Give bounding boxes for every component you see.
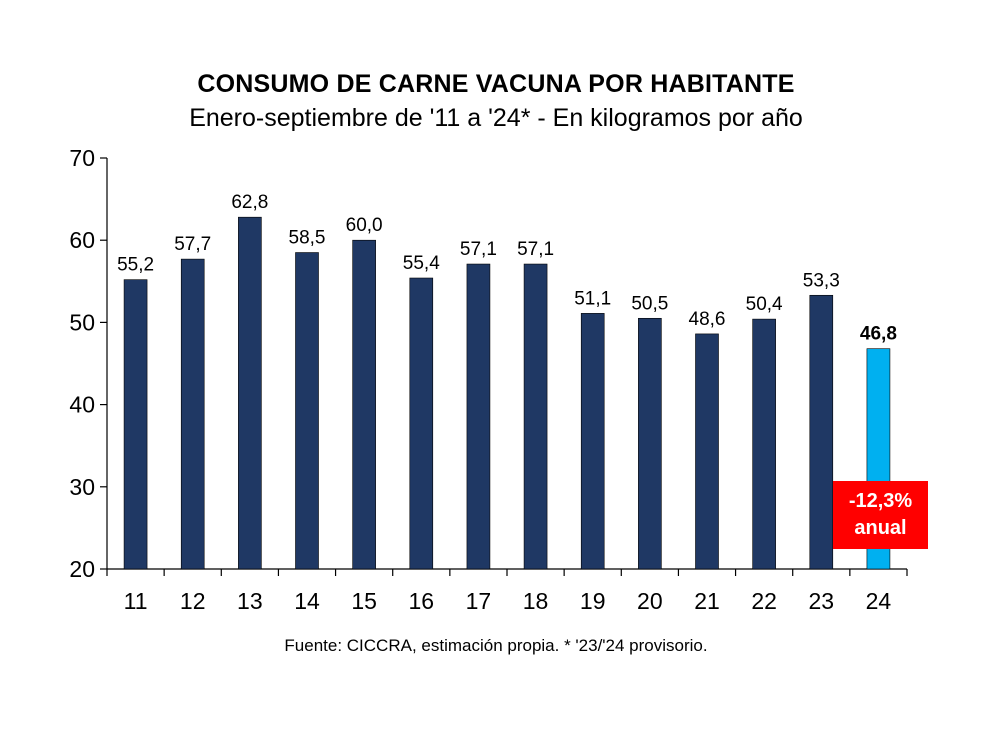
- annual-change-badge: -12,3% anual: [833, 481, 928, 549]
- bars: [123, 216, 891, 570]
- bar-19: [580, 313, 605, 570]
- value-label-22: 50,4: [746, 294, 783, 315]
- value-labels: 55,2 57,7 62,8 58,5 60,0 55,4 57,1 57,1 51,1 50,5…: [117, 192, 897, 345]
- x-tick-label-11: 11: [124, 588, 148, 614]
- bar-18: [523, 263, 548, 570]
- x-tick-label-13: 13: [237, 588, 263, 614]
- y-tick-label: 60: [69, 227, 95, 253]
- chart-title: CONSUMO DE CARNE VACUNA POR HABITANTE: [197, 70, 795, 98]
- value-label-17: 57,1: [460, 239, 497, 260]
- y-tick-label: 20: [69, 556, 95, 582]
- value-label-23: 53,3: [803, 270, 840, 291]
- value-label-11: 55,2: [117, 255, 154, 276]
- x-tick-label-24: 24: [866, 588, 892, 614]
- y-tick-label: 70: [69, 145, 95, 171]
- value-label-15: 60,0: [346, 215, 383, 236]
- chart-subtitle: Enero-septiembre de '11 a '24* - En kilo…: [189, 104, 803, 132]
- bar-22: [752, 318, 776, 570]
- x-axis: 11 12 13 14 15 16 17 18 19 20 21 22 23 24: [106, 568, 908, 614]
- x-tick-label-22: 22: [751, 588, 777, 614]
- bar-14: [295, 252, 319, 570]
- y-tick-label: 30: [69, 474, 95, 500]
- bar-23: [809, 294, 834, 570]
- value-label-18: 57,1: [517, 239, 554, 260]
- x-tick-label-12: 12: [180, 588, 206, 614]
- x-tick-label-19: 19: [580, 588, 606, 614]
- value-label-14: 58,5: [289, 228, 326, 249]
- bar-13: [238, 216, 262, 570]
- bar-12: [180, 258, 205, 570]
- value-label-19: 51,1: [574, 288, 611, 309]
- value-label-24: 46,8: [860, 324, 897, 345]
- x-tick-label-23: 23: [808, 588, 834, 614]
- x-tick-label-16: 16: [408, 588, 434, 614]
- bar-21: [695, 333, 719, 570]
- x-tick-label-20: 20: [637, 588, 663, 614]
- bar-15: [352, 239, 376, 570]
- x-tick-label-14: 14: [294, 588, 320, 614]
- annual-change-label: anual: [854, 517, 907, 539]
- value-label-21: 48,6: [689, 309, 726, 330]
- bar-17: [466, 263, 491, 570]
- value-label-20: 50,5: [631, 293, 668, 314]
- value-label-16: 55,4: [403, 253, 440, 274]
- x-tick-label-17: 17: [466, 588, 492, 614]
- x-tick-label-18: 18: [523, 588, 549, 614]
- source-note: Fuente: CICCRA, estimación propia. * '23…: [284, 636, 708, 655]
- value-label-13: 62,8: [231, 192, 268, 213]
- x-tick-label-21: 21: [694, 588, 720, 614]
- x-tick-label-15: 15: [351, 588, 377, 614]
- bar-16: [409, 277, 434, 570]
- annual-change-value: -12,3%: [848, 490, 913, 512]
- bar-20: [638, 317, 662, 570]
- value-label-12: 57,7: [174, 234, 211, 255]
- y-tick-label: 40: [69, 392, 95, 418]
- y-tick-label: 50: [69, 309, 95, 335]
- y-axis: 20 30 40 50 60 70: [69, 145, 108, 582]
- bar-11: [123, 279, 148, 570]
